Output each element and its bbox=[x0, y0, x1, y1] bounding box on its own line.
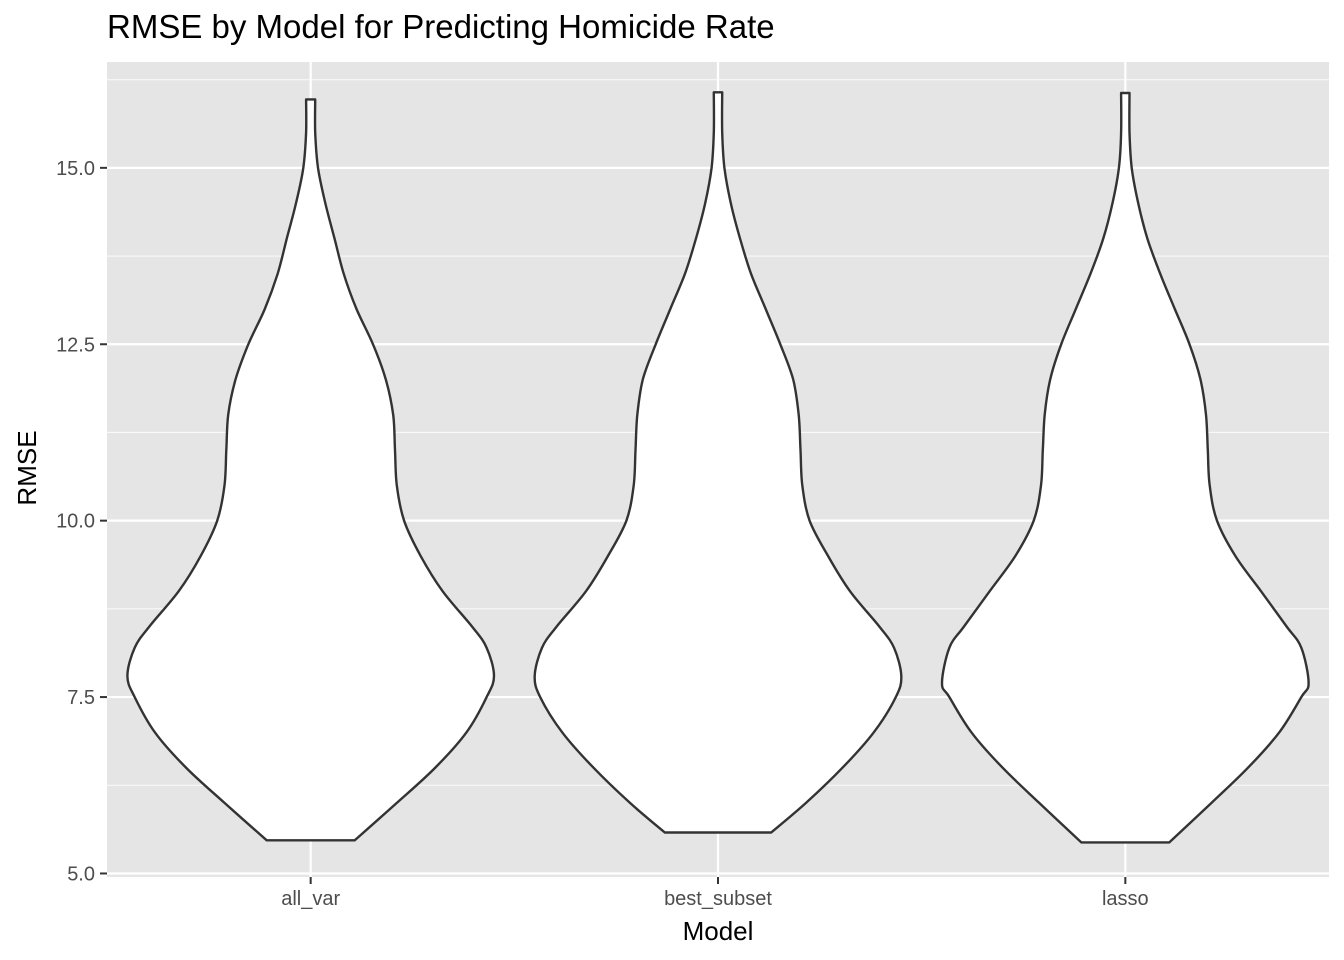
y-tick-label: 5.0 bbox=[67, 863, 95, 885]
violin-lasso bbox=[940, 91, 1310, 844]
axis-layer: 5.0 7.5 10.0 12.5 15.0 all_var best_subset lass… bbox=[56, 158, 1149, 910]
violin-layer bbox=[126, 91, 1310, 844]
y-tick-label: 12.5 bbox=[56, 334, 95, 356]
y-tick-label: 10.0 bbox=[56, 511, 95, 533]
y-tick-label: 15.0 bbox=[56, 158, 95, 180]
x-tick-label-all_var: all_var bbox=[281, 888, 340, 910]
violin-all_var bbox=[126, 98, 496, 842]
y-axis-title: RMSE bbox=[12, 430, 42, 505]
x-tick-label-lasso: lasso bbox=[1102, 888, 1149, 910]
x-axis-title: Model bbox=[683, 916, 754, 946]
x-tick-label-best_subset: best_subset bbox=[664, 888, 772, 910]
y-tick-label: 7.5 bbox=[67, 687, 95, 709]
violin-best_subset bbox=[533, 91, 903, 834]
chart-title: RMSE by Model for Predicting Homicide Ra… bbox=[107, 8, 775, 45]
